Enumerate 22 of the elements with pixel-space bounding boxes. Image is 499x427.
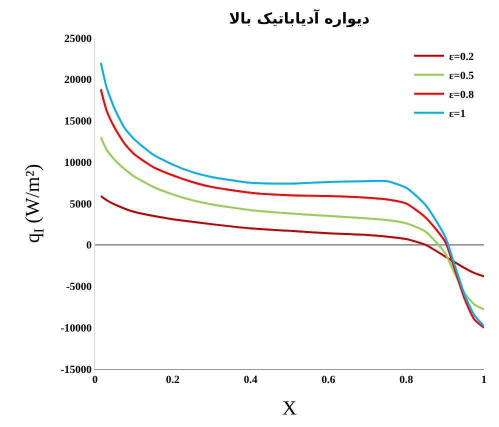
line-series [100,195,484,278]
y-tick-label: 0 [86,240,92,252]
y-tick-label: -5000 [66,281,92,294]
x-tick-label: 0.6 [322,374,336,386]
x-tick-label: 1 [481,374,487,386]
legend-label: ε=1 [449,108,466,120]
legend-label: ε=0.8 [449,89,474,102]
y-tick-label: -15000 [60,364,92,376]
x-axis-title: X [282,398,298,420]
y-tick-label: 25000 [64,32,92,45]
y-tick-label: 15000 [64,116,92,128]
x-tick-label: 0.4 [244,374,258,386]
x-tick-label: 0.8 [399,374,414,386]
y-tick-label: 10000 [64,156,92,169]
x-tick-label: 0.2 [166,374,180,386]
line-series [100,136,484,310]
y-tick-label: 20000 [64,74,92,86]
y-tick-label: 5000 [70,198,92,210]
chart-title: دیواره آدیاباتیک بالا [229,8,370,28]
legend-label: ε=0.5 [449,70,474,82]
legend-label: ε=0.2 [449,51,474,64]
y-tick-label: -10000 [60,322,92,334]
